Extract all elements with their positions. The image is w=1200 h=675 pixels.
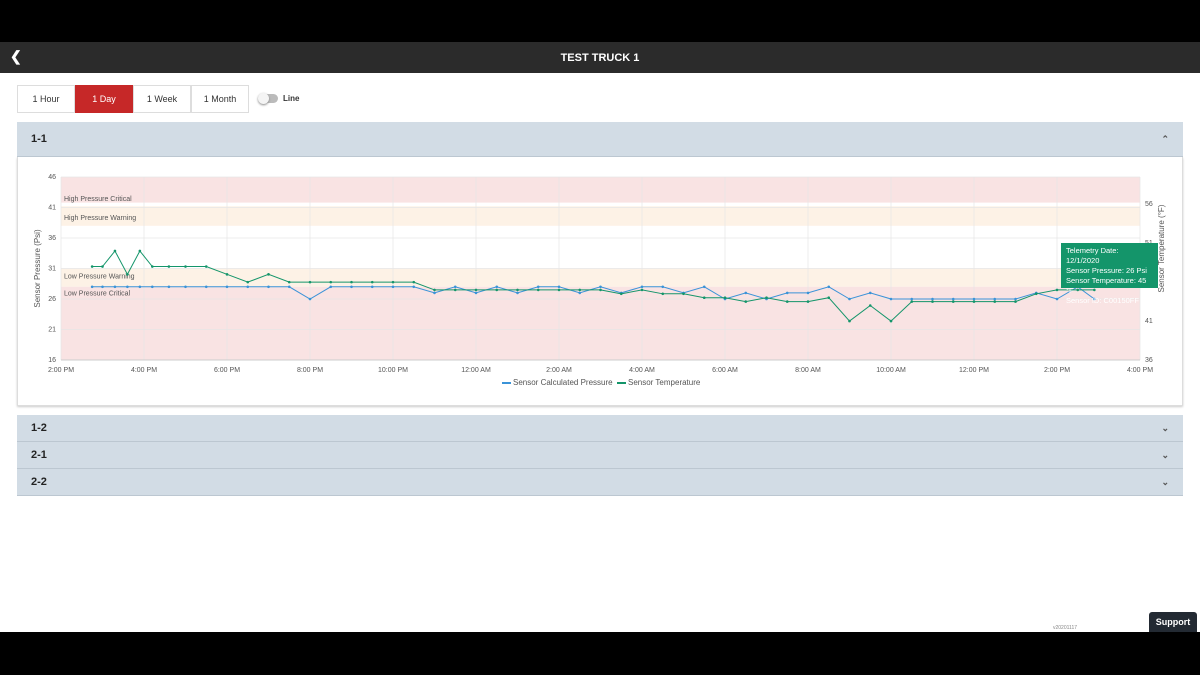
version: v20201117 — [1053, 625, 1078, 631]
range-button[interactable]: 1 Day — [75, 85, 133, 113]
toggle-label: Line — [283, 94, 300, 103]
header-title: TEST TRUCK 1 — [560, 51, 640, 64]
section-label: 1-1 — [31, 133, 47, 145]
letterbox-bottom — [0, 632, 1200, 675]
chevron: ⌄ — [1161, 422, 1169, 433]
back-button[interactable]: ❮ — [10, 48, 22, 64]
letterbox-top — [0, 0, 1200, 42]
section-header[interactable]: 1-2 ⌄ — [17, 415, 1183, 442]
support-button[interactable]: Support — [1149, 612, 1197, 632]
range-button[interactable]: 1 Month — [191, 85, 249, 113]
chevron: ⌄ — [1161, 476, 1169, 487]
section-label: 2-1 — [31, 449, 47, 461]
app-header: ❮ TEST TRUCK 1 — [0, 42, 1200, 73]
tooltip: Telemetry Date: 12/1/2020 Sensor Pressure… — [1061, 243, 1158, 305]
range-button[interactable]: 1 Hour — [17, 85, 75, 113]
tooltip-line: Telemetry Date: 12/1/2020 — [1066, 246, 1119, 265]
chart-panel — [17, 157, 1183, 406]
tooltip-line: Sensor ID: C00150FF — [1066, 296, 1139, 305]
chevron: ⌃ — [1161, 133, 1169, 144]
section-header[interactable]: 1-1 ⌃ — [17, 122, 1183, 157]
range-button[interactable]: 1 Week — [133, 85, 191, 113]
tooltip-line: Sensor Pressure: 26 Psi — [1066, 266, 1147, 275]
section-label: 1-2 — [31, 422, 47, 434]
chevron: ⌄ — [1161, 449, 1169, 460]
section-label: 2-2 — [31, 476, 47, 488]
tooltip-line: Sensor Temperature: 45 °F — [1066, 276, 1147, 295]
toggle[interactable] — [258, 93, 278, 104]
section-header[interactable]: 2-1 ⌄ — [17, 442, 1183, 469]
section-header[interactable]: 2-2 ⌄ — [17, 469, 1183, 496]
